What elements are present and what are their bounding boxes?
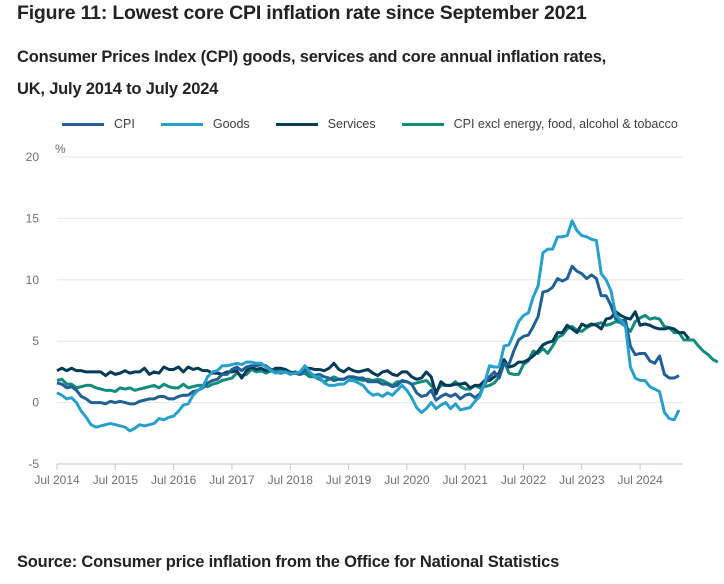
goods-line[interactable]	[56, 219, 681, 433]
x-tick-label: Jul 2021	[443, 473, 489, 487]
y-axis-unit-label: %	[55, 142, 66, 156]
legend-label-services: Services	[327, 117, 376, 131]
chart-legend: CPI Goods Services CPI excl energy, food…	[62, 116, 704, 132]
x-tick-label: Jul 2014	[34, 473, 80, 487]
legend-swatch-core-cpi	[401, 122, 444, 126]
y-tick-label: 0	[32, 396, 39, 410]
legend-swatch-services	[275, 122, 318, 126]
chart-series	[56, 219, 719, 433]
x-tick-label: Jul 2017	[209, 473, 255, 487]
legend-label-goods: Goods	[212, 117, 250, 131]
y-tick-label: 20	[26, 150, 40, 164]
y-tick-label: 10	[26, 273, 40, 287]
legend-item-cpi[interactable]: CPI	[62, 117, 135, 131]
x-tick-label: Jul 2023	[559, 473, 605, 487]
y-tick-label: 15	[26, 211, 40, 225]
x-tick-label: Jul 2024	[617, 473, 663, 487]
y-tick-label: -5	[28, 457, 39, 471]
legend-swatch-cpi	[62, 122, 104, 126]
legend-swatch-goods	[160, 122, 203, 126]
x-tick-label: Jul 2016	[151, 473, 197, 487]
legend-label-cpi: CPI	[114, 117, 135, 131]
cpi-line[interactable]	[56, 264, 680, 406]
source-note: Source: Consumer price inflation from th…	[17, 553, 560, 571]
x-axis: Jul 2014 Jul 2015 Jul 2016 Jul 2017 Jul 2018…	[34, 464, 663, 487]
services-line[interactable]	[56, 310, 690, 396]
figure-title: Figure 11: Lowest core CPI inflation rat…	[17, 2, 587, 24]
x-tick-label: Jul 2015	[93, 473, 139, 487]
legend-item-core-cpi[interactable]: CPI excl energy, food, alcohol & tobacco	[401, 117, 678, 131]
legend-label-core-cpi: CPI excl energy, food, alcohol & tobacco	[453, 117, 678, 131]
chart-subtitle: Consumer Prices Index (CPI) goods, servi…	[17, 48, 607, 98]
chart-grid	[57, 156, 683, 465]
y-tick-label: 5	[32, 334, 39, 348]
legend-item-services[interactable]: Services	[275, 117, 376, 131]
y-axis: -5 0 5 10 15 20	[26, 150, 40, 471]
x-tick-label: Jul 2018	[268, 473, 314, 487]
x-tick-label: Jul 2019	[326, 473, 372, 487]
core-cpi-line[interactable]	[56, 313, 719, 394]
x-tick-label: Jul 2022	[501, 473, 547, 487]
x-tick-label: Jul 2020	[384, 473, 430, 487]
legend-item-goods[interactable]: Goods	[160, 117, 250, 131]
